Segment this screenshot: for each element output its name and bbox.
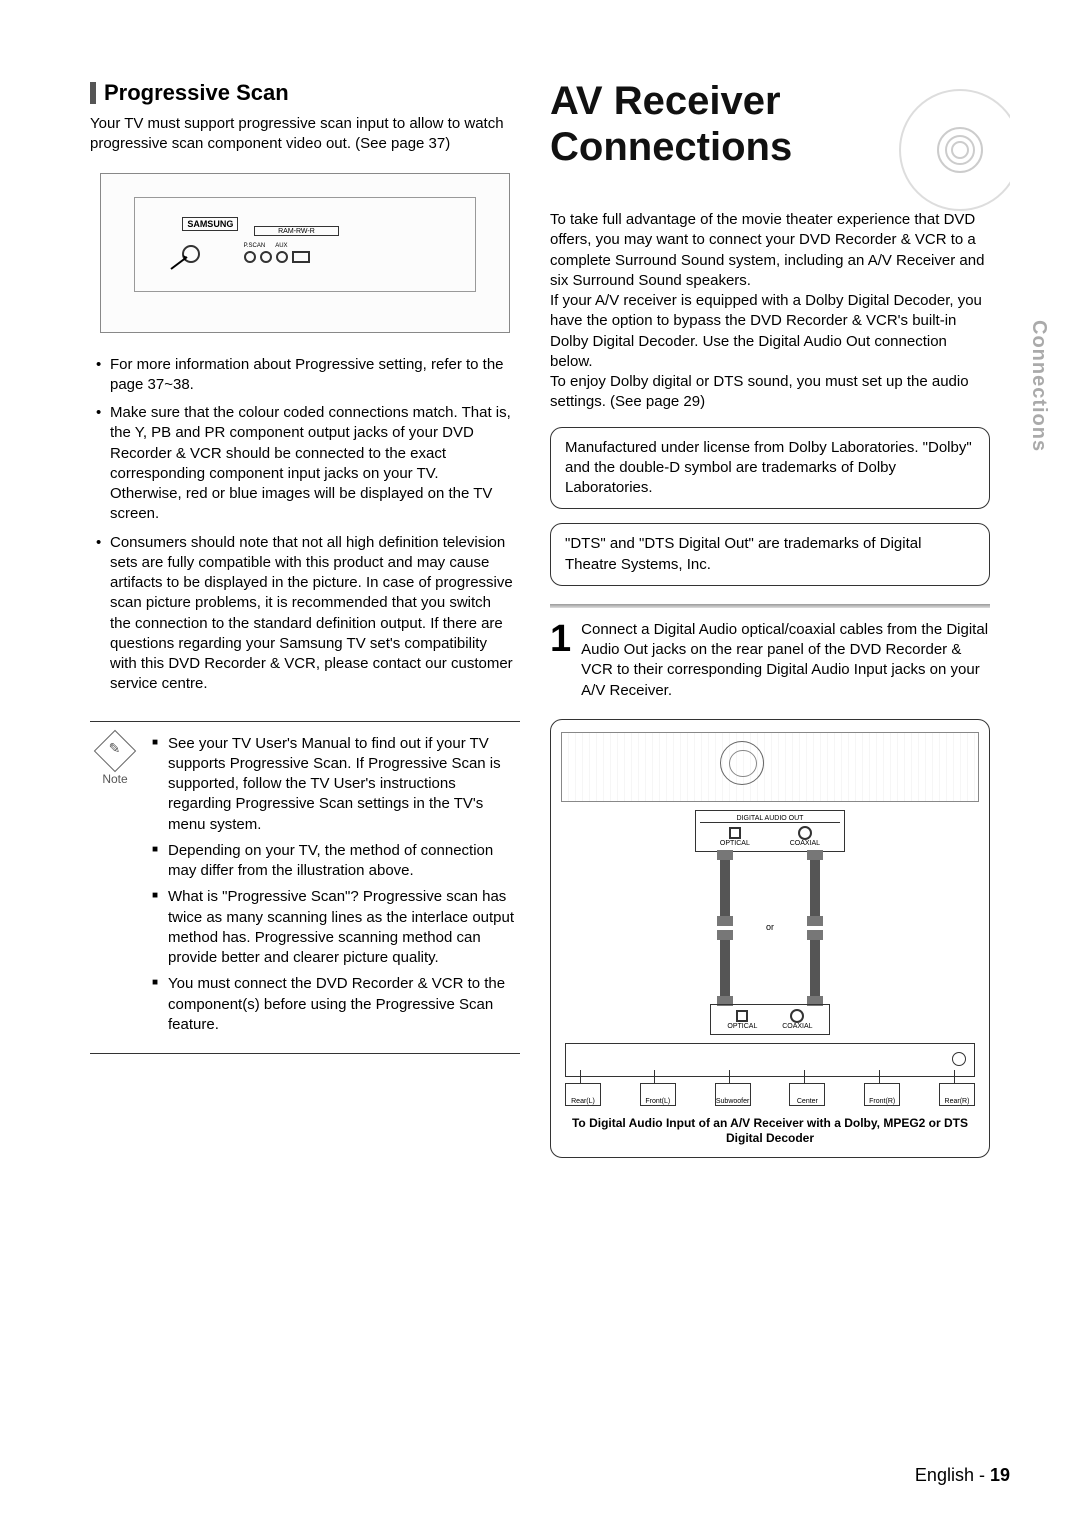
speaker-rear-l: Rear(L) [565, 1083, 601, 1106]
divider [550, 604, 990, 608]
left-column: Progressive Scan Your TV must support pr… [90, 80, 520, 1158]
step-1: 1 Connect a Digital Audio optical/coaxia… [550, 620, 990, 701]
speaker-rear-r: Rear(R) [939, 1083, 975, 1106]
port-audio-r-icon [276, 251, 288, 263]
speaker-front-r: Front(R) [864, 1083, 900, 1106]
note-label: Note [90, 772, 140, 786]
note-item: Depending on your TV, the method of conn… [152, 841, 520, 882]
device-body: SAMSUNG RAM-RW-R P.SCAN AUX [134, 197, 477, 292]
audio-out-label: DIGITAL AUDIO OUT [700, 815, 840, 823]
page-content: Progressive Scan Your TV must support pr… [0, 0, 1080, 1198]
footer-language: English [915, 1465, 974, 1485]
speaker-center: Center [789, 1083, 825, 1106]
optical-jack-icon [729, 827, 741, 839]
bullet-list: For more information about Progressive s… [90, 355, 520, 695]
arrow-icon [169, 253, 209, 271]
rx-optical-label: OPTICAL [727, 1023, 757, 1030]
rear-panel [561, 732, 979, 802]
footer-separator: - [974, 1465, 990, 1485]
note-icon-column: Note [90, 734, 140, 1042]
cables-bottom [561, 938, 979, 998]
disc-slot: RAM-RW-R [254, 226, 339, 236]
av-receiver-box [565, 1043, 975, 1077]
rx-optical-jack-icon [736, 1010, 748, 1022]
port-video-icon [244, 251, 256, 263]
bullet-item: Make sure that the colour coded connecti… [96, 403, 514, 525]
note-list: See your TV User's Manual to find out if… [152, 734, 520, 1042]
rx-coaxial-label: COAXIAL [782, 1023, 812, 1030]
port-audio-l-icon [260, 251, 272, 263]
footer-page-number: 19 [990, 1465, 1010, 1485]
note-block: Note See your TV User's Manual to find o… [90, 721, 520, 1055]
dts-license-box: "DTS" and "DTS Digital Out" are trademar… [550, 523, 990, 586]
receiver-in-box: OPTICAL COAXIAL [710, 1004, 830, 1035]
intro-paragraph: Your TV must support progressive scan in… [90, 114, 520, 155]
figure-caption: To Digital Audio Input of an A/V Receive… [561, 1116, 979, 1147]
connection-figure: DIGITAL AUDIO OUT OPTICAL COAXIAL or [550, 719, 990, 1158]
cables-top [561, 858, 979, 918]
disc-icon [850, 80, 1010, 240]
optical-cable2-icon [720, 938, 730, 998]
heading-bar-icon [90, 82, 96, 104]
aux-label: AUX [275, 243, 287, 249]
coaxial-cable-icon [810, 858, 820, 918]
speaker-front-l: Front(L) [640, 1083, 676, 1106]
port-labels: P.SCAN AUX [244, 243, 288, 249]
page-footer: English - 19 [915, 1465, 1010, 1486]
step-number: 1 [550, 620, 571, 701]
heading-text: Progressive Scan [104, 80, 289, 106]
pscan-label: P.SCAN [244, 243, 266, 249]
fan-icon [720, 741, 764, 785]
speaker-row: Rear(L) Front(L) Subwoofer Center Front(… [561, 1083, 979, 1106]
coaxial-cable2-icon [810, 938, 820, 998]
note-item: What is "Progressive Scan"? Progressive … [152, 887, 520, 968]
port-dv-icon [292, 251, 310, 263]
coaxial-label: COAXIAL [790, 840, 820, 847]
rx-coaxial-jack-icon [790, 1009, 804, 1023]
receiver-knob-icon [952, 1052, 966, 1066]
coaxial-jack-icon [798, 826, 812, 840]
front-ports [244, 251, 310, 263]
brand-label: SAMSUNG [182, 217, 238, 231]
device-front-figure: SAMSUNG RAM-RW-R P.SCAN AUX [100, 173, 510, 333]
note-icon [94, 729, 136, 771]
optical-cable-icon [720, 858, 730, 918]
step-text: Connect a Digital Audio optical/coaxial … [581, 620, 990, 701]
bullet-item: For more information about Progressive s… [96, 355, 514, 396]
intro-paragraph-right: To take full advantage of the movie thea… [550, 210, 990, 413]
note-item: You must connect the DVD Recorder & VCR … [152, 974, 520, 1035]
note-item: See your TV User's Manual to find out if… [152, 734, 520, 835]
bullet-item: Consumers should note that not all high … [96, 533, 514, 695]
speaker-subwoofer: Subwoofer [715, 1083, 751, 1106]
optical-label: OPTICAL [720, 840, 750, 847]
section-tab: Connections [1027, 320, 1050, 452]
right-column: AV Receiver Connections To take full adv… [550, 80, 990, 1158]
or-label: or [561, 922, 979, 932]
digital-audio-out-box: DIGITAL AUDIO OUT OPTICAL COAXIAL [695, 810, 845, 852]
progressive-scan-heading: Progressive Scan [90, 80, 520, 106]
dolby-license-box: Manufactured under license from Dolby La… [550, 427, 990, 510]
